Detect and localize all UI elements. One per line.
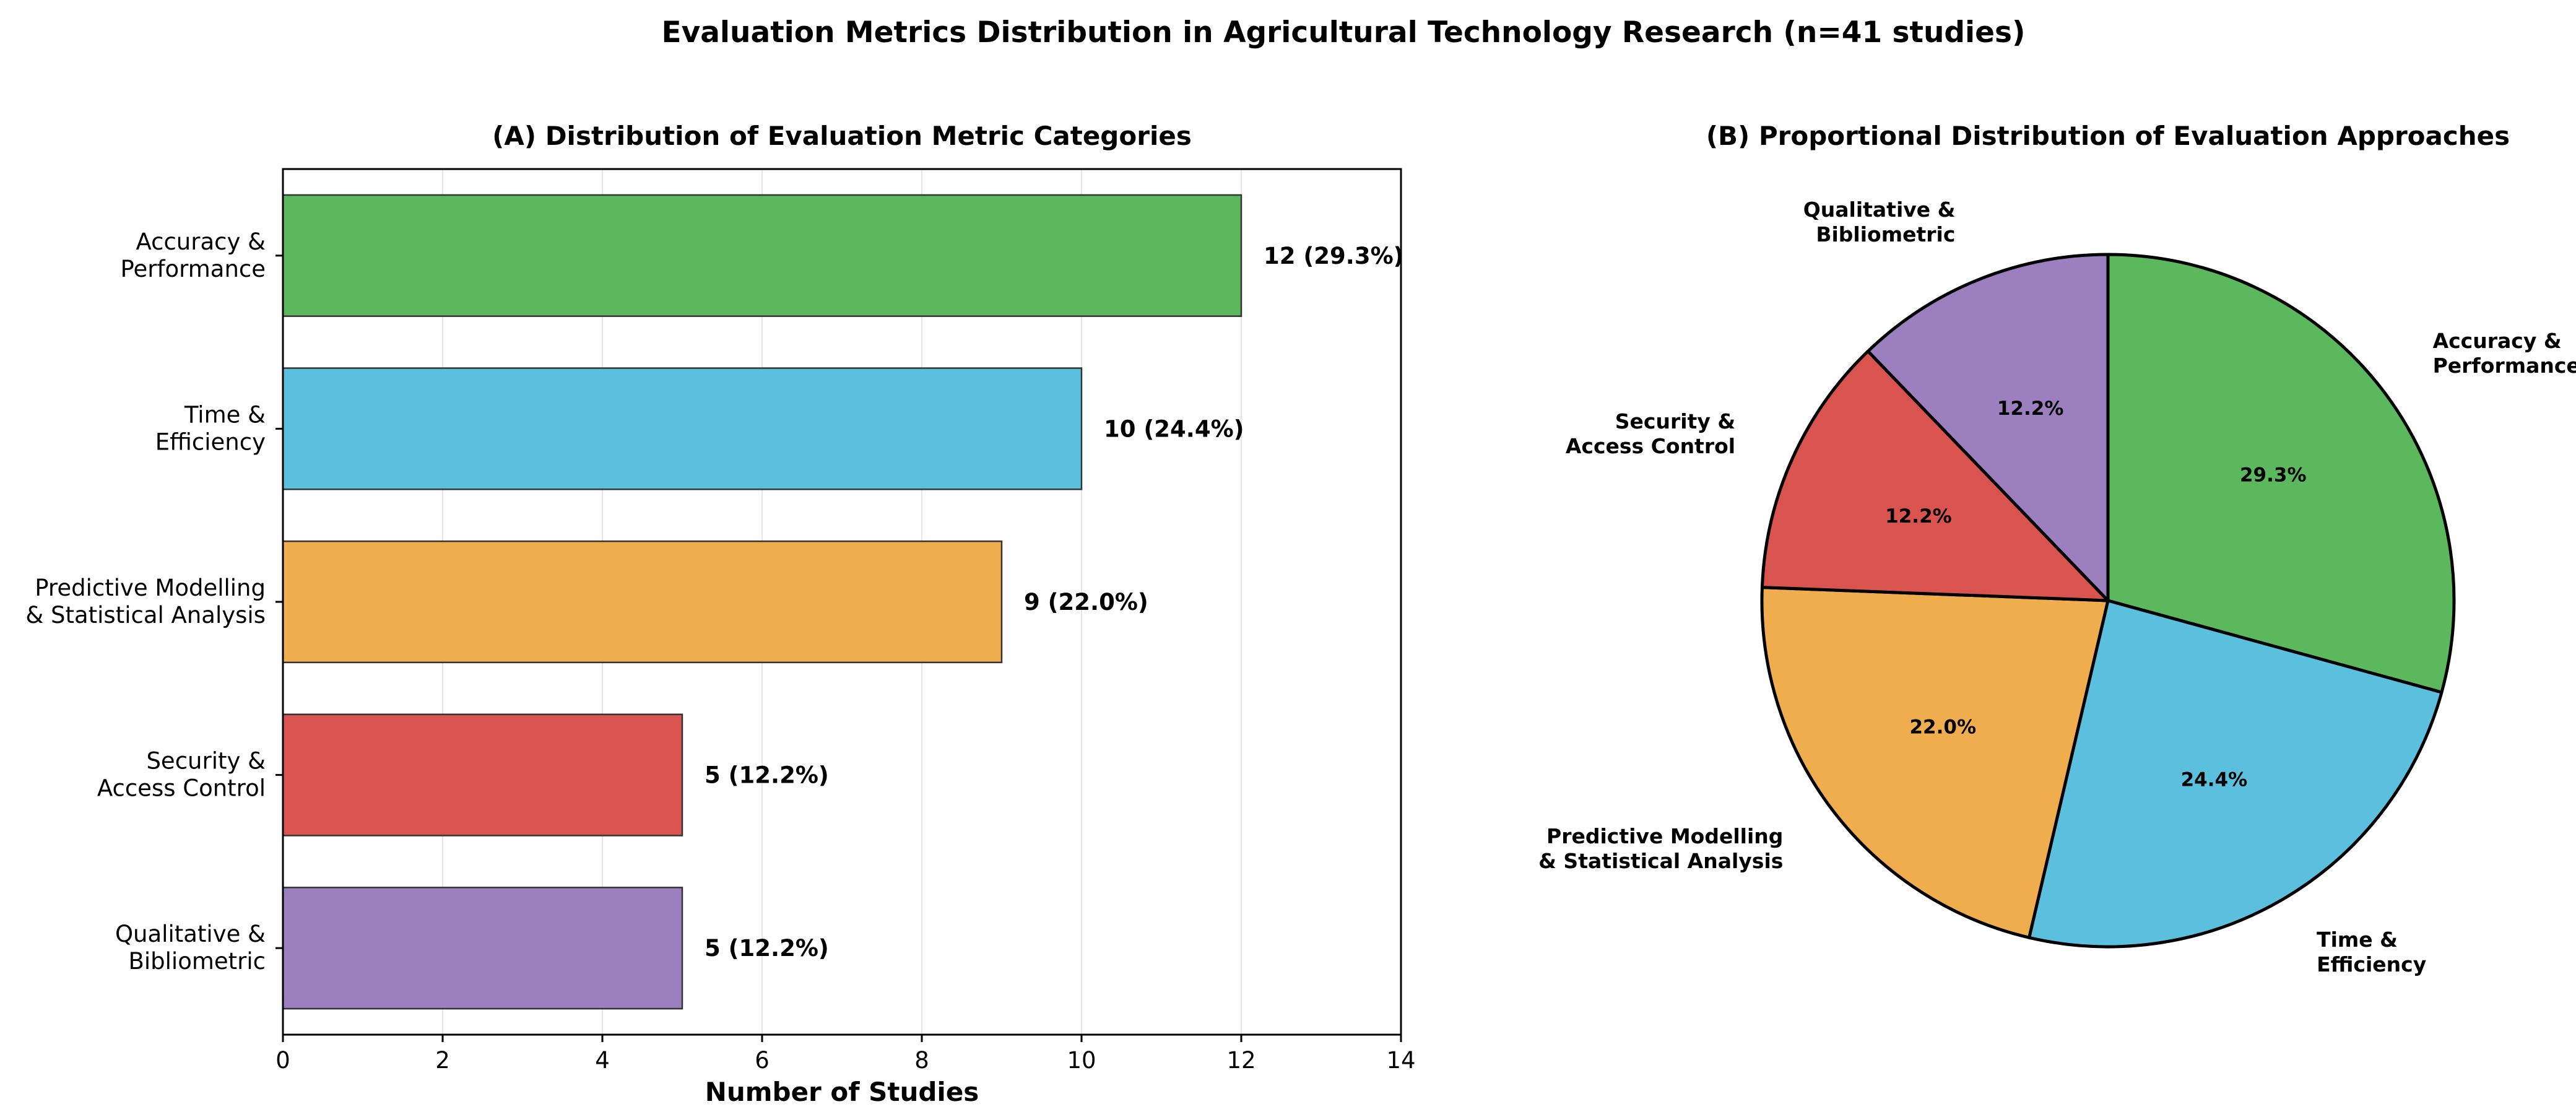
bar-chart-x-axis: 0 2 4 6 8 10 12 14 xyxy=(275,1035,1416,1074)
bar xyxy=(282,367,1083,490)
pie-slice-label-line: Access Control xyxy=(1566,434,1735,458)
y-tick-label: Qualitative & Bibliometric xyxy=(115,921,266,975)
y-tick-label-line: Access Control xyxy=(97,775,266,802)
y-tick-label-line: Accuracy & xyxy=(136,228,266,255)
bar xyxy=(282,713,683,837)
bar-chart-x-label: Number of Studies xyxy=(705,1077,979,1107)
pie-slice-label-line: Efficiency xyxy=(2317,952,2426,976)
pie-slice-label-line: Time & xyxy=(2317,928,2398,952)
bar-value-label: 9 (22.0%) xyxy=(1024,589,1148,615)
x-tick-label: 0 xyxy=(275,1047,290,1074)
pie-slice-label: Qualitative & Bibliometric xyxy=(1803,198,1956,246)
y-tick-label-line: Predictive Modelling xyxy=(35,575,266,601)
pie-chart: 29.3% Accuracy & Performance 24.4% Time & Eff… xyxy=(1538,198,2576,976)
x-tick-label: 8 xyxy=(914,1047,929,1074)
bar xyxy=(282,194,1242,317)
pie-slice-label-line: Accuracy & xyxy=(2433,329,2562,353)
x-tick-label: 14 xyxy=(1386,1047,1415,1074)
pie-slice-label-line: & Statistical Analysis xyxy=(1538,849,1783,873)
pie-slice-label-line: Qualitative & xyxy=(1803,198,1956,222)
pie-percent-label: 12.2% xyxy=(1997,398,2064,420)
x-tick-label: 4 xyxy=(595,1047,610,1074)
bar-value-label: 12 (29.3%) xyxy=(1264,243,1404,269)
bar-chart-panel: (A) Distribution of Evaluation Metric Ca… xyxy=(25,121,1415,1107)
bar-chart-bars: 12 (29.3%) 10 (24.4%) 9 (22.0%) 5 (12.2%) 5 … xyxy=(282,194,1404,1010)
pie-slice-label: Time & Efficiency xyxy=(2317,928,2426,976)
bar-value-label: 5 (12.2%) xyxy=(705,935,829,962)
y-tick-label-line: Time & xyxy=(184,401,266,428)
pie-chart-title: (B) Proportional Distribution of Evaluat… xyxy=(1706,121,2510,151)
y-tick-label: Predictive Modelling & Statistical Analys… xyxy=(25,575,266,628)
bar xyxy=(282,540,1003,664)
pie-percent-label: 22.0% xyxy=(1909,716,1976,738)
pie-percent-label: 29.3% xyxy=(2240,464,2307,487)
x-tick-label: 10 xyxy=(1067,1047,1096,1074)
y-tick-label-line: Efficiency xyxy=(155,428,266,455)
y-tick-label-line: & Statistical Analysis xyxy=(25,602,266,628)
pie-chart-panel: (B) Proportional Distribution of Evaluat… xyxy=(1538,121,2576,976)
y-tick-label: Accuracy & Performance xyxy=(121,228,266,282)
bar-chart-y-axis: Accuracy & Performance Time & Efficiency Pre… xyxy=(25,228,283,975)
pie-percent-label: 12.2% xyxy=(1885,505,1952,528)
y-tick-label-line: Qualitative & xyxy=(115,921,266,947)
pie-slice xyxy=(1760,349,2110,602)
y-tick-label-line: Security & xyxy=(146,748,266,775)
bar-chart-title: (A) Distribution of Evaluation Metric Ca… xyxy=(492,121,1192,151)
pie-slice xyxy=(1760,586,2110,939)
bar-value-label: 5 (12.2%) xyxy=(705,762,829,789)
pie-slice-label: Predictive Modelling & Statistical Analys… xyxy=(1538,824,1783,873)
y-tick-label: Security & Access Control xyxy=(97,748,266,802)
pie-slice-label: Accuracy & Performance xyxy=(2433,329,2576,378)
bar xyxy=(282,887,683,1010)
y-tick-label-line: Bibliometric xyxy=(129,948,266,975)
bar-value-label: 10 (24.4%) xyxy=(1104,415,1244,442)
pie-slice xyxy=(1866,253,2110,602)
pie-slice-label-line: Bibliometric xyxy=(1816,222,1955,246)
pie-percent-label: 24.4% xyxy=(2181,768,2248,791)
pie-slice-label-line: Security & xyxy=(1615,409,1735,433)
pie-slice-label-line: Performance xyxy=(2433,354,2576,378)
figure-title: Evaluation Metrics Distribution in Agric… xyxy=(661,15,2025,50)
pie-slice xyxy=(2106,253,2456,694)
y-tick-label-line: Performance xyxy=(121,256,266,282)
x-tick-label: 2 xyxy=(435,1047,450,1074)
y-tick-label: Time & Efficiency xyxy=(155,401,266,455)
pie-slice-label: Security & Access Control xyxy=(1566,409,1735,458)
x-tick-label: 6 xyxy=(755,1047,770,1074)
pie-slice xyxy=(2027,599,2444,949)
pie-slice-label-line: Predictive Modelling xyxy=(1546,824,1783,848)
x-tick-label: 12 xyxy=(1226,1047,1255,1074)
